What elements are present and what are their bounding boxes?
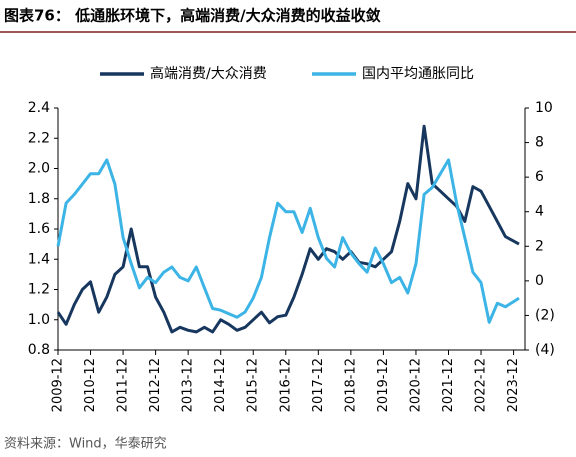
x-tick-label: 2020-12 bbox=[408, 358, 423, 412]
y-tick-label: 1.2 bbox=[28, 282, 50, 298]
x-tick-label: 2019-12 bbox=[376, 358, 391, 412]
x-tick-label: 2012-12 bbox=[148, 358, 163, 412]
y-tick-label: 2.0 bbox=[28, 161, 50, 177]
x-tick-label: 2017-12 bbox=[311, 358, 326, 412]
x-tick-label: 2016-12 bbox=[278, 358, 293, 412]
y2-tick-label: (2) bbox=[535, 307, 555, 323]
y2-tick-label: 10 bbox=[535, 100, 553, 116]
legend-label: 高端消费/大众消费 bbox=[150, 65, 267, 82]
y2-tick-label: 4 bbox=[535, 204, 544, 220]
legend-label: 国内平均通胀同比 bbox=[362, 66, 474, 82]
x-tick-label: 2023-12 bbox=[506, 358, 521, 412]
series-line bbox=[56, 124, 520, 334]
x-tick-label: 2011-12 bbox=[116, 358, 131, 412]
y2-tick-label: 0 bbox=[535, 273, 544, 289]
y2-tick-label: 6 bbox=[535, 169, 544, 185]
y-tick-label: 0.8 bbox=[28, 342, 50, 358]
chart-title: 图表76： 低通胀环境下，高端消费/大众消费的收益收敛 bbox=[4, 7, 381, 25]
y-tick-label: 1.0 bbox=[28, 312, 50, 328]
y-tick-label: 2.4 bbox=[28, 100, 50, 116]
y2-tick-label: (4) bbox=[535, 342, 555, 358]
y-tick-label: 1.8 bbox=[28, 191, 50, 207]
x-tick-label: 2022-12 bbox=[474, 358, 489, 412]
y2-tick-label: 8 bbox=[535, 135, 544, 151]
x-tick-label: 2013-12 bbox=[181, 358, 196, 412]
y-tick-label: 2.2 bbox=[28, 130, 50, 146]
y-tick-label: 1.6 bbox=[28, 221, 50, 237]
x-tick-label: 2021-12 bbox=[441, 358, 456, 412]
x-tick-label: 2010-12 bbox=[83, 358, 98, 412]
y-tick-label: 1.4 bbox=[28, 251, 50, 267]
x-tick-label: 2009-12 bbox=[51, 358, 66, 412]
x-tick-label: 2018-12 bbox=[343, 358, 358, 412]
series-line bbox=[56, 158, 520, 324]
x-tick-label: 2015-12 bbox=[246, 358, 261, 412]
source-note: 资料来源：Wind，华泰研究 bbox=[4, 437, 167, 452]
y2-tick-label: 2 bbox=[535, 238, 544, 254]
x-tick-label: 2014-12 bbox=[213, 358, 228, 412]
